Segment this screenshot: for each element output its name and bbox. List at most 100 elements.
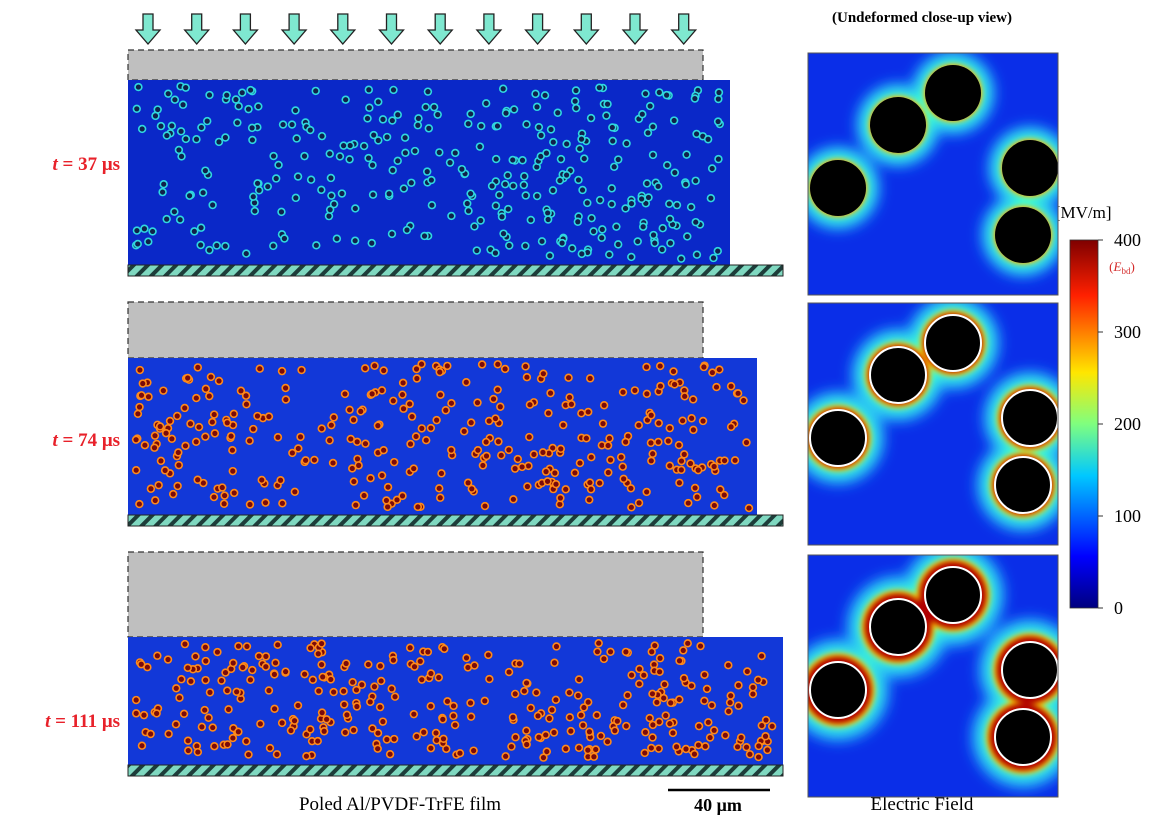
- particle: [468, 191, 473, 196]
- particle: [272, 706, 277, 711]
- particle: [276, 162, 281, 167]
- particle: [480, 463, 485, 468]
- inclusion: [1002, 140, 1058, 196]
- particle: [384, 737, 389, 742]
- particle: [711, 255, 716, 260]
- particle: [522, 174, 527, 179]
- particle: [252, 200, 257, 205]
- particle: [225, 688, 230, 693]
- particle: [478, 218, 483, 223]
- particle: [650, 691, 655, 696]
- particle: [696, 724, 701, 729]
- particle: [259, 477, 264, 482]
- particle: [403, 150, 408, 155]
- particle: [319, 426, 324, 431]
- particle: [319, 662, 324, 667]
- particle: [215, 649, 220, 654]
- particle: [229, 434, 234, 439]
- particle: [179, 154, 184, 159]
- particle: [459, 167, 464, 172]
- time-variable: t: [52, 430, 58, 451]
- particle: [585, 200, 590, 205]
- particle: [457, 751, 462, 756]
- particle: [175, 413, 180, 418]
- particle: [582, 156, 587, 161]
- particle: [400, 380, 405, 385]
- particle: [344, 712, 349, 717]
- particle: [580, 187, 585, 192]
- particle: [703, 744, 708, 749]
- particle: [510, 157, 515, 162]
- particle: [433, 730, 438, 735]
- particle: [201, 190, 206, 195]
- particle: [425, 649, 430, 654]
- particle: [519, 464, 524, 469]
- particle: [214, 243, 219, 248]
- particle: [238, 388, 243, 393]
- particle: [288, 728, 293, 733]
- particle: [354, 704, 359, 709]
- inclusion: [925, 567, 981, 623]
- particle: [668, 241, 673, 246]
- particle: [313, 88, 318, 93]
- particle: [379, 678, 384, 683]
- particle: [511, 183, 516, 188]
- particle: [671, 369, 676, 374]
- particle: [438, 495, 443, 500]
- particle: [139, 743, 144, 748]
- particle: [176, 147, 181, 152]
- particle: [717, 367, 722, 372]
- particle: [359, 682, 364, 687]
- particle: [275, 642, 280, 647]
- breakdown-label: (Ebd): [1109, 259, 1135, 276]
- particle: [524, 680, 529, 685]
- particle: [469, 486, 474, 491]
- particle: [394, 497, 399, 502]
- particle: [649, 413, 654, 418]
- particle: [426, 126, 431, 131]
- particle: [682, 394, 687, 399]
- particle: [677, 697, 682, 702]
- particle: [368, 476, 373, 481]
- particle: [597, 198, 602, 203]
- particle: [400, 493, 405, 498]
- particle: [172, 209, 177, 214]
- particle: [169, 123, 174, 128]
- particle: [597, 480, 602, 485]
- inclusion: [810, 662, 866, 718]
- particle: [236, 729, 241, 734]
- particle: [401, 406, 406, 411]
- particle: [435, 112, 440, 117]
- particle: [650, 735, 655, 740]
- particle: [155, 107, 160, 112]
- particle: [206, 715, 211, 720]
- particle: [637, 681, 642, 686]
- substrate: [128, 265, 783, 276]
- particle: [424, 438, 429, 443]
- particle: [194, 743, 199, 748]
- particle: [597, 85, 602, 90]
- particle: [296, 446, 301, 451]
- particle: [428, 746, 433, 751]
- particle: [279, 720, 284, 725]
- particle: [541, 755, 546, 760]
- particle: [146, 239, 151, 244]
- particle: [293, 108, 298, 113]
- film-label: Poled Al/PVDF-TrFE film: [299, 794, 501, 815]
- particle: [588, 115, 593, 120]
- particle: [736, 683, 741, 688]
- particle: [207, 690, 212, 695]
- particle: [375, 423, 380, 428]
- particle: [392, 694, 397, 699]
- particle: [770, 724, 775, 729]
- electrode: [128, 302, 703, 358]
- particle: [656, 439, 661, 444]
- time-variable: t: [52, 154, 58, 175]
- particle: [689, 416, 694, 421]
- particle: [134, 697, 139, 702]
- particle: [379, 388, 384, 393]
- particle: [593, 747, 598, 752]
- particle: [216, 139, 221, 144]
- particle: [464, 380, 469, 385]
- particle: [763, 717, 768, 722]
